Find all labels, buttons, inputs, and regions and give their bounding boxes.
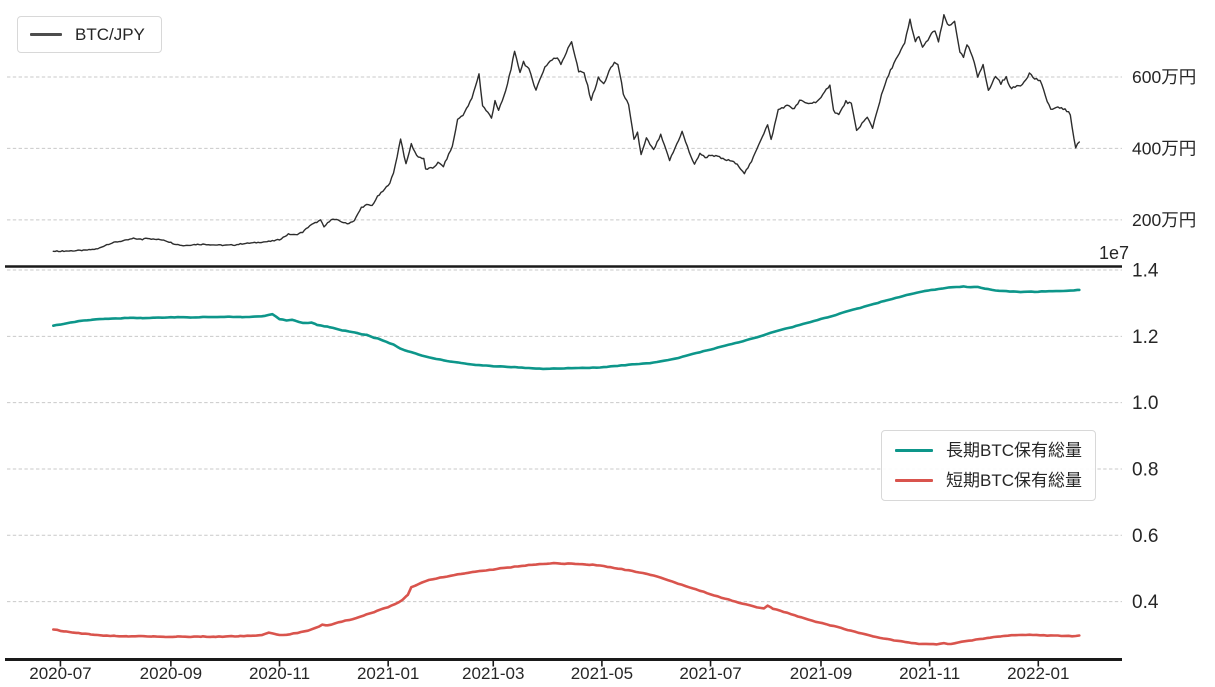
x-tick-label: 2020-11 — [249, 664, 310, 683]
x-tick-label: 2021-09 — [790, 664, 852, 683]
btc-jpy-line-sample — [30, 33, 62, 36]
x-tick-label: 2021-05 — [571, 664, 633, 683]
y-tick-label: 0.4 — [1132, 592, 1159, 613]
long-term-legend-label: 長期BTC保有総量 — [946, 441, 1082, 460]
axis-offset-label: 1e7 — [1098, 243, 1129, 263]
x-tick-label: 2021-03 — [462, 664, 524, 683]
x-tick-label: 2021-07 — [679, 664, 741, 683]
x-tick-label: 2020-09 — [140, 664, 202, 683]
holdings-legend: 長期BTC保有総量 短期BTC保有総量 — [881, 430, 1096, 501]
y-tick-label: 1.4 — [1132, 260, 1159, 281]
y-tick-label: 1.2 — [1132, 327, 1158, 348]
legend-row-short-term: 短期BTC保有総量 — [895, 472, 1082, 489]
price-legend: BTC/JPY — [17, 16, 162, 53]
btc-jpy-line — [52, 14, 1080, 253]
long-term-holdings-line — [52, 285, 1081, 371]
x-tick-label: 2021-11 — [899, 664, 960, 683]
y-tick-label: 400万円 — [1132, 138, 1196, 158]
x-tick-label: 2020-07 — [29, 664, 91, 683]
short-term-line-sample — [895, 479, 933, 482]
y-tick-label: 1.0 — [1132, 393, 1158, 414]
legend-row-long-term: 長期BTC保有総量 — [895, 442, 1082, 459]
short-term-holdings-line — [52, 561, 1081, 646]
y-tick-label: 200万円 — [1132, 210, 1196, 230]
y-tick-label: 0.6 — [1132, 526, 1158, 547]
y-tick-label: 0.8 — [1132, 459, 1158, 480]
long-term-line-sample — [895, 449, 933, 452]
x-tick-label: 2021-01 — [357, 664, 419, 683]
x-tick-label: 2022-01 — [1007, 664, 1069, 683]
btc-jpy-legend-label: BTC/JPY — [75, 25, 145, 44]
y-tick-label: 600万円 — [1132, 67, 1196, 87]
short-term-legend-label: 短期BTC保有総量 — [946, 471, 1082, 490]
